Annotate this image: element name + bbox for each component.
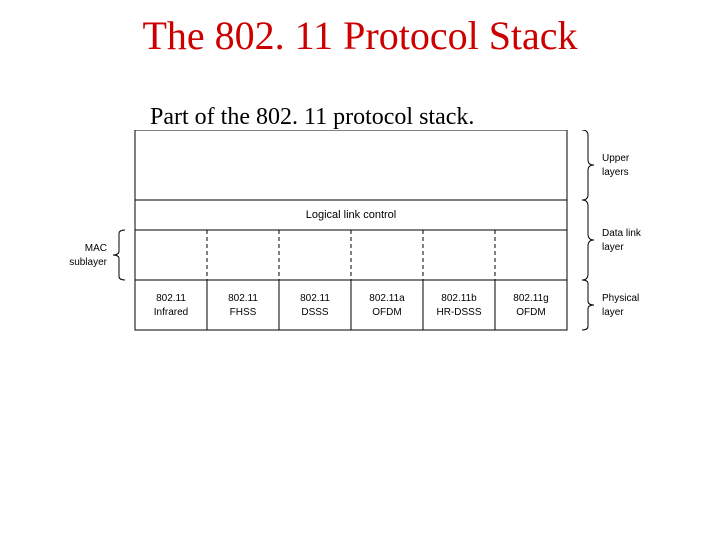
physical-cell-label: HR-DSSS (436, 307, 481, 318)
right-label: Data link (602, 228, 642, 239)
brace-icon (113, 230, 125, 280)
brace-icon (582, 130, 594, 200)
physical-cell-label: FHSS (230, 307, 257, 318)
brace-icon (582, 280, 594, 330)
right-label: Upper (602, 153, 630, 164)
right-label: layers (602, 167, 629, 178)
protocol-stack-diagram: Logical link control 802.11 Infrared 802.11… (60, 130, 660, 390)
physical-cell-label: OFDM (516, 307, 545, 318)
physical-cell (207, 280, 279, 330)
slide-subtitle: Part of the 802. 11 protocol stack. (150, 104, 474, 131)
physical-cell (351, 280, 423, 330)
physical-cell-label: 802.11a (369, 293, 405, 304)
llc-label: Logical link control (306, 209, 397, 221)
brace-icon (582, 200, 594, 280)
physical-cell (423, 280, 495, 330)
physical-cell-label: 802.11b (441, 293, 477, 304)
left-label: MAC (85, 243, 107, 254)
right-label: layer (602, 242, 624, 253)
physical-cell (279, 280, 351, 330)
physical-cell-label: OFDM (372, 307, 401, 318)
physical-cell-label: DSSS (301, 307, 329, 318)
physical-cell-label: Infrared (154, 307, 188, 318)
right-label: layer (602, 307, 624, 318)
physical-cell (135, 280, 207, 330)
upper-layers-box (135, 130, 567, 200)
physical-cell (495, 280, 567, 330)
right-label: Physical (602, 293, 639, 304)
physical-cell-label: 802.11 (228, 293, 258, 304)
slide: The 802. 11 Protocol Stack Part of the 8… (0, 0, 720, 540)
physical-cell-label: 802.11 (156, 293, 186, 304)
left-label: sublayer (69, 257, 107, 268)
slide-title: The 802. 11 Protocol Stack (0, 12, 720, 59)
physical-cell-label: 802.11 (300, 293, 330, 304)
physical-cell-label: 802.11g (513, 293, 548, 304)
